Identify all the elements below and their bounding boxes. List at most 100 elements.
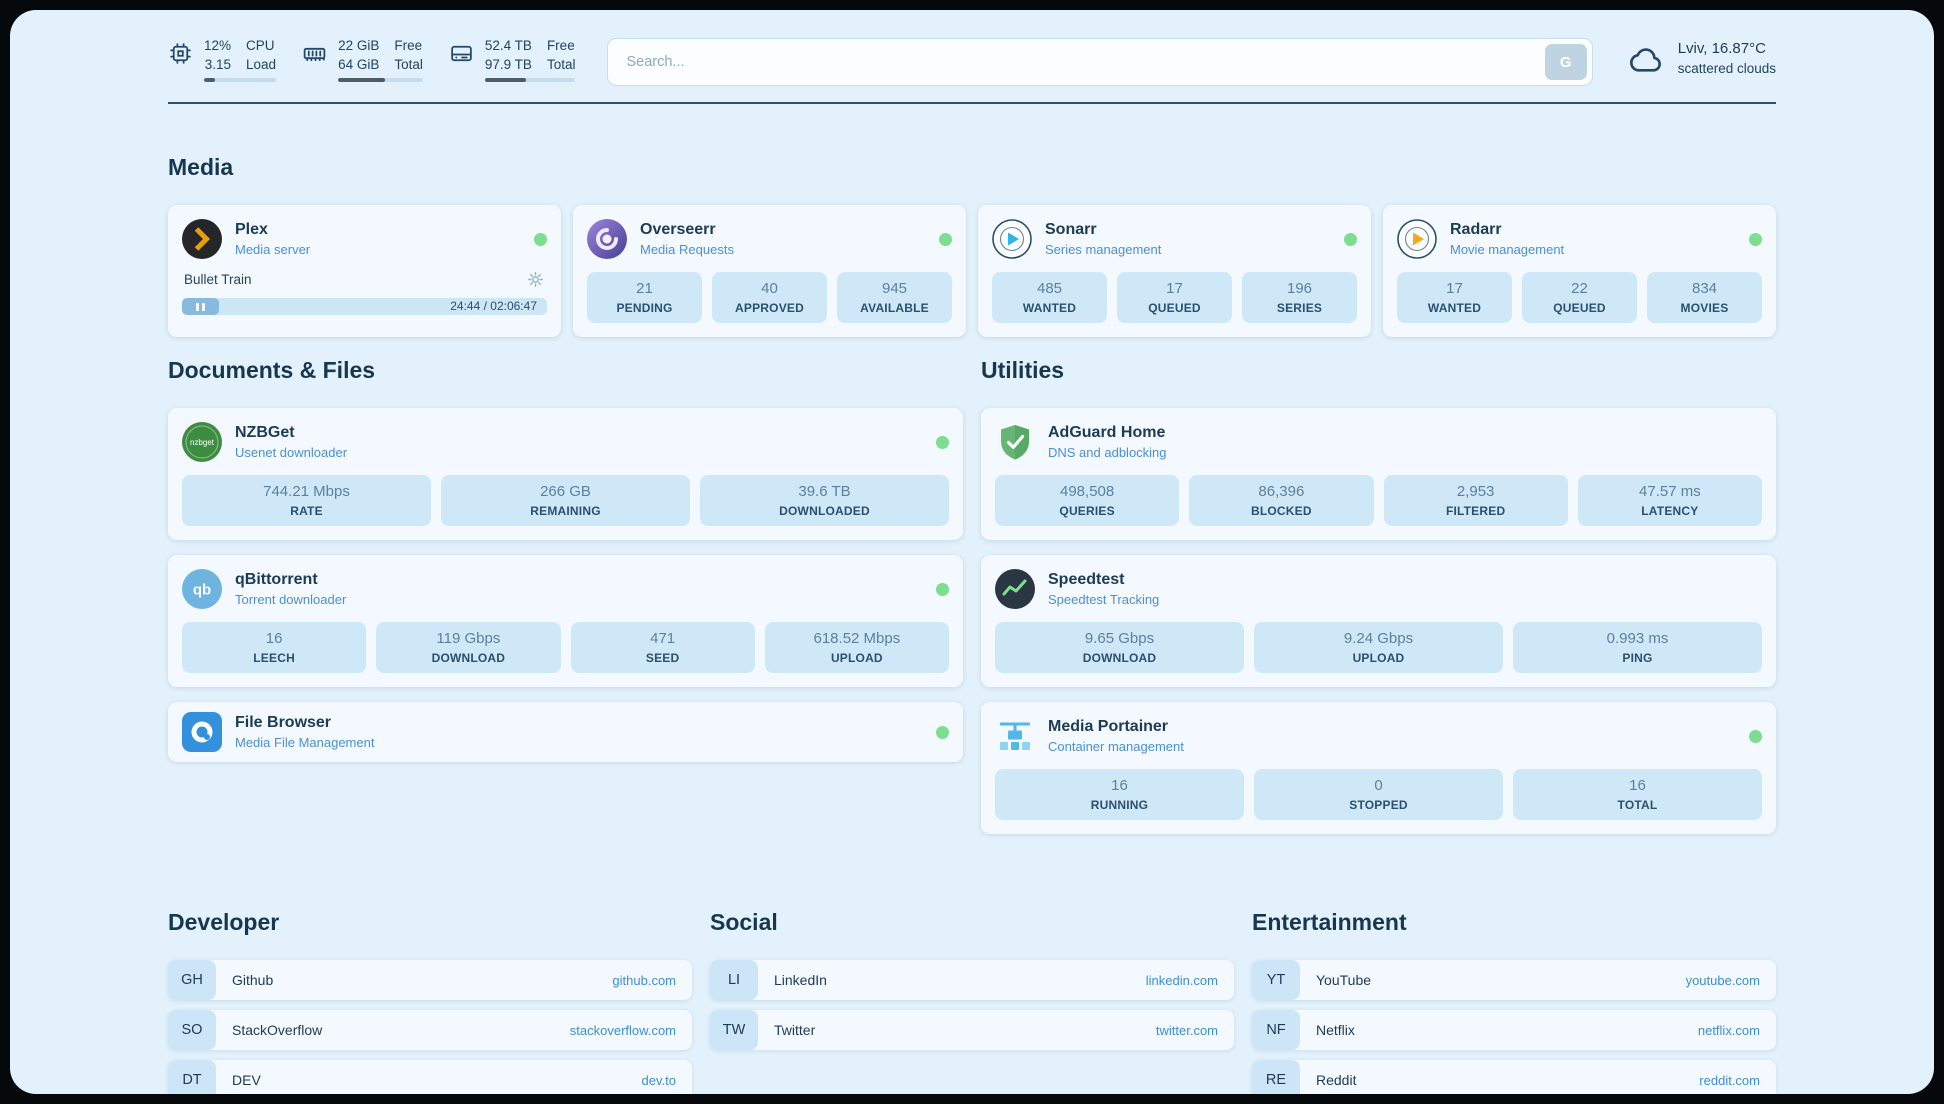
- filebrowser-icon: [182, 712, 222, 752]
- search-engine-button[interactable]: G: [1544, 44, 1587, 80]
- social-section-title: Social: [710, 909, 778, 935]
- bookmark-url: stackoverflow.com: [569, 1022, 676, 1038]
- qbittorrent-icon: qb: [182, 569, 222, 609]
- bookmark-name: LinkedIn: [774, 972, 827, 988]
- qbittorrent-card[interactable]: qb qBittorrent Torrent downloader 16 LEE…: [168, 555, 963, 687]
- settings-gear-icon[interactable]: [526, 270, 545, 289]
- disk-icon: [449, 38, 474, 82]
- stat-box: 945 AVAILABLE: [837, 272, 952, 323]
- stat-box: 266 GB REMAINING: [441, 475, 690, 526]
- status-dot: [1749, 232, 1762, 246]
- radarr-card[interactable]: Radarr Movie management 17 WANTED 22 QUE…: [1383, 205, 1776, 337]
- bookmark-name: Github: [232, 972, 274, 988]
- bookmark-abbr: LI: [710, 960, 758, 1000]
- now-playing-title: Bullet Train: [184, 272, 252, 287]
- filebrowser-card[interactable]: File Browser Media File Management: [168, 702, 963, 762]
- weather-location: Lviv, 16.87°C: [1677, 40, 1766, 57]
- bookmark-github[interactable]: GH Github github.com: [168, 960, 692, 1000]
- plex-card[interactable]: Plex Media server Bullet Train: [168, 205, 561, 337]
- speedtest-card[interactable]: Speedtest Speedtest Tracking 9.65 Gbps D…: [981, 555, 1776, 687]
- stat-box: 17 WANTED: [1397, 272, 1512, 323]
- bookmark-netflix[interactable]: NF Netflix netflix.com: [1252, 1010, 1776, 1050]
- ram-progress-bar: [338, 78, 423, 82]
- bookmark-name: Reddit: [1316, 1072, 1357, 1088]
- app-subtitle: Container management: [1048, 739, 1184, 754]
- status-dot: [936, 582, 949, 596]
- stat-box: 0.993 ms PING: [1513, 622, 1762, 673]
- bookmark-url: reddit.com: [1699, 1072, 1760, 1088]
- cpu-icon: [168, 38, 193, 82]
- stat-box: 39.6 TB DOWNLOADED: [700, 475, 949, 526]
- bookmark-dev[interactable]: DT DEV dev.to: [168, 1060, 692, 1094]
- bookmark-name: StackOverflow: [232, 1022, 323, 1038]
- disk-free-label: Free: [546, 38, 575, 53]
- nzbget-card[interactable]: nzbget NZBGet Usenet downloader 744.21 M…: [168, 408, 963, 540]
- status-dot: [936, 725, 949, 739]
- stat-box: 22 QUEUED: [1522, 272, 1637, 323]
- bookmark-url: dev.to: [641, 1072, 676, 1088]
- portainer-card[interactable]: Media Portainer Container management 16 …: [981, 702, 1776, 834]
- ram-free-label: Free: [394, 38, 423, 53]
- adguard-icon: [995, 422, 1035, 462]
- app-subtitle: Series management: [1045, 242, 1162, 257]
- stat-box: 86,396 BLOCKED: [1189, 475, 1374, 526]
- stat-box: 2,953 FILTERED: [1383, 475, 1568, 526]
- status-dot: [534, 232, 547, 246]
- disk-total-value: 97.9 TB: [484, 57, 532, 72]
- bookmark-reddit[interactable]: RE Reddit reddit.com: [1252, 1060, 1776, 1094]
- entertainment-section-title: Entertainment: [1252, 909, 1407, 935]
- search-input[interactable]: [607, 38, 1593, 86]
- radarr-icon: [1397, 219, 1437, 259]
- header-divider: [168, 102, 1776, 104]
- bookmark-name: DEV: [232, 1072, 261, 1088]
- bookmark-stackoverflow[interactable]: SO StackOverflow stackoverflow.com: [168, 1010, 692, 1050]
- app-name: Speedtest: [1048, 571, 1125, 588]
- stat-box: 744.21 Mbps RATE: [182, 475, 431, 526]
- app-subtitle: Media server: [235, 242, 311, 257]
- sonarr-icon: [992, 219, 1032, 259]
- overseerr-card[interactable]: Overseerr Media Requests 21 PENDING 40 A…: [573, 205, 966, 337]
- weather-condition: scattered clouds: [1677, 61, 1776, 76]
- cpu-usage-value: 12%: [204, 38, 232, 53]
- stat-box: 16 TOTAL: [1513, 769, 1762, 820]
- developer-section-title: Developer: [168, 909, 280, 935]
- bookmark-abbr: SO: [168, 1010, 216, 1050]
- bookmark-name: YouTube: [1316, 972, 1372, 988]
- memory-widget: 22 GiB 64 GiB Free Total: [302, 38, 423, 82]
- stat-box: 0 STOPPED: [1254, 769, 1503, 820]
- documents-section-title: Documents & Files: [168, 357, 376, 383]
- cpu-load-label: Load: [246, 57, 277, 72]
- stat-box: 21 PENDING: [587, 272, 702, 323]
- stat-box: 9.24 Gbps UPLOAD: [1254, 622, 1503, 673]
- app-name: Media Portainer: [1048, 718, 1169, 735]
- app-subtitle: Media Requests: [640, 242, 734, 257]
- cloud-icon: [1625, 40, 1667, 76]
- stat-box: 485 WANTED: [992, 272, 1107, 323]
- stat-box: 16 RUNNING: [995, 769, 1244, 820]
- playback-progress-bar[interactable]: 24:44 / 02:06:47: [182, 298, 547, 315]
- storage-widget: 52.4 TB 97.9 TB Free Total: [449, 38, 576, 82]
- sonarr-card[interactable]: Sonarr Series management 485 WANTED 17 Q…: [978, 205, 1371, 337]
- nzbget-icon: nzbget: [182, 422, 222, 462]
- stat-box: 196 SERIES: [1242, 272, 1357, 323]
- bookmark-url: twitter.com: [1155, 1022, 1218, 1038]
- system-metrics: 12% 3.15 CPU Load: [168, 38, 576, 82]
- stat-box: 16 LEECH: [182, 622, 367, 673]
- stat-box: 618.52 Mbps UPLOAD: [764, 622, 949, 673]
- bookmark-youtube[interactable]: YT YouTube youtube.com: [1252, 960, 1776, 1000]
- bookmark-linkedin[interactable]: LI LinkedIn linkedin.com: [710, 960, 1234, 1000]
- status-dot: [1344, 232, 1357, 246]
- cpu-progress-bar: [204, 78, 277, 82]
- svg-text:nzbget: nzbget: [190, 438, 215, 447]
- stat-box: 834 MOVIES: [1647, 272, 1762, 323]
- adguard-card[interactable]: AdGuard Home DNS and adblocking 498,508 …: [981, 408, 1776, 540]
- bookmark-url: youtube.com: [1685, 972, 1760, 988]
- bookmark-twitter[interactable]: TW Twitter twitter.com: [710, 1010, 1234, 1050]
- bookmark-abbr: DT: [168, 1060, 216, 1094]
- svg-text:qb: qb: [193, 582, 211, 599]
- disk-total-label: Total: [546, 57, 576, 72]
- plex-icon: [182, 219, 222, 259]
- app-subtitle: Speedtest Tracking: [1048, 592, 1160, 607]
- bookmark-name: Twitter: [774, 1022, 816, 1038]
- dashboard-frame: 12% 3.15 CPU Load: [10, 10, 1934, 1094]
